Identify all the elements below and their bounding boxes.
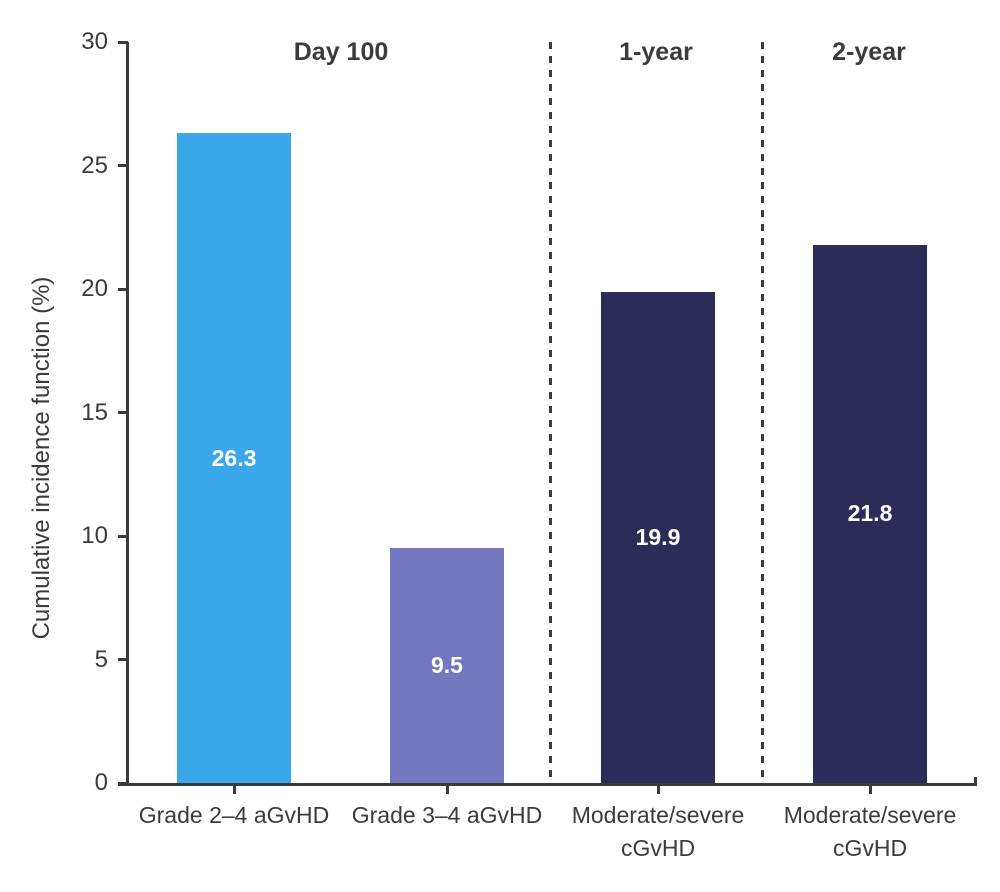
bar-value-label: 21.8 (847, 500, 893, 527)
x-axis-tick-1 (232, 786, 236, 794)
section-header-2-year: 2-year (832, 38, 906, 66)
category-label-moderate-severe-cgvhd-1-year: Moderate/severe cGvHD (571, 802, 745, 861)
y-tick-label: 20 (81, 275, 108, 302)
x-axis-tick-4 (868, 786, 872, 794)
bar-grade-2-4-agvhd: 26.3 (177, 133, 291, 783)
x-axis-line (118, 783, 977, 786)
y-tick-label: 15 (81, 398, 108, 426)
x-axis-tick-2 (445, 786, 449, 794)
section-header-day-100: Day 100 (293, 38, 389, 66)
y-axis-line (126, 42, 129, 786)
category-label-grade-3-4-agvhd: Grade 3–4 aGvHD (351, 802, 543, 828)
y-axis-tick-20 (118, 287, 128, 291)
bar-value-label: 9.5 (431, 652, 463, 679)
y-axis-tick-30 (118, 40, 128, 44)
y-tick-label: 30 (81, 28, 108, 55)
bar-value-label: 19.9 (635, 523, 681, 550)
x-axis-tick-3 (656, 786, 660, 794)
y-tick-label: 5 (94, 645, 108, 673)
y-tick-label: 0 (94, 769, 108, 796)
bar-moderate-severe-cgvhd-2-year: 21.8 (813, 244, 927, 783)
y-tick-label: 25 (81, 151, 108, 179)
y-axis-tick-0 (118, 781, 128, 785)
x-axis-end-cap (974, 777, 977, 786)
y-axis-title: Cumulative incidence function (%) (28, 276, 55, 640)
section-separator-dashed-line-1 (549, 42, 552, 783)
category-label-grade-2-4-agvhd: Grade 2–4 aGvHD (138, 802, 330, 828)
category-label-moderate-severe-cgvhd-2-year: Moderate/severe cGvHD (783, 802, 957, 861)
bar-value-label: 26.3 (211, 444, 257, 471)
y-axis-tick-15 (118, 411, 128, 414)
y-tick-label: 10 (81, 522, 108, 549)
y-axis-tick-25 (118, 164, 128, 167)
bar-grade-3-4-agvhd: 9.5 (390, 548, 504, 783)
y-axis-tick-5 (118, 658, 128, 661)
y-axis-tick-10 (118, 534, 128, 538)
section-header-1-year: 1-year (619, 38, 693, 66)
bar-moderate-severe-cgvhd-1-year: 19.9 (601, 291, 715, 783)
section-separator-dashed-line-2 (761, 42, 764, 783)
